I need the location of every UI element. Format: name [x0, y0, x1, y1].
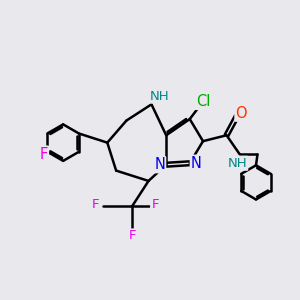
Text: F: F: [40, 147, 48, 162]
Text: N: N: [154, 157, 165, 172]
Text: F: F: [151, 198, 159, 211]
Text: Cl: Cl: [196, 94, 210, 109]
Text: F: F: [92, 198, 99, 211]
Text: NH: NH: [228, 157, 247, 170]
Text: F: F: [129, 230, 136, 242]
Text: NH: NH: [150, 90, 170, 103]
Text: N: N: [191, 156, 202, 171]
Text: O: O: [236, 106, 247, 121]
